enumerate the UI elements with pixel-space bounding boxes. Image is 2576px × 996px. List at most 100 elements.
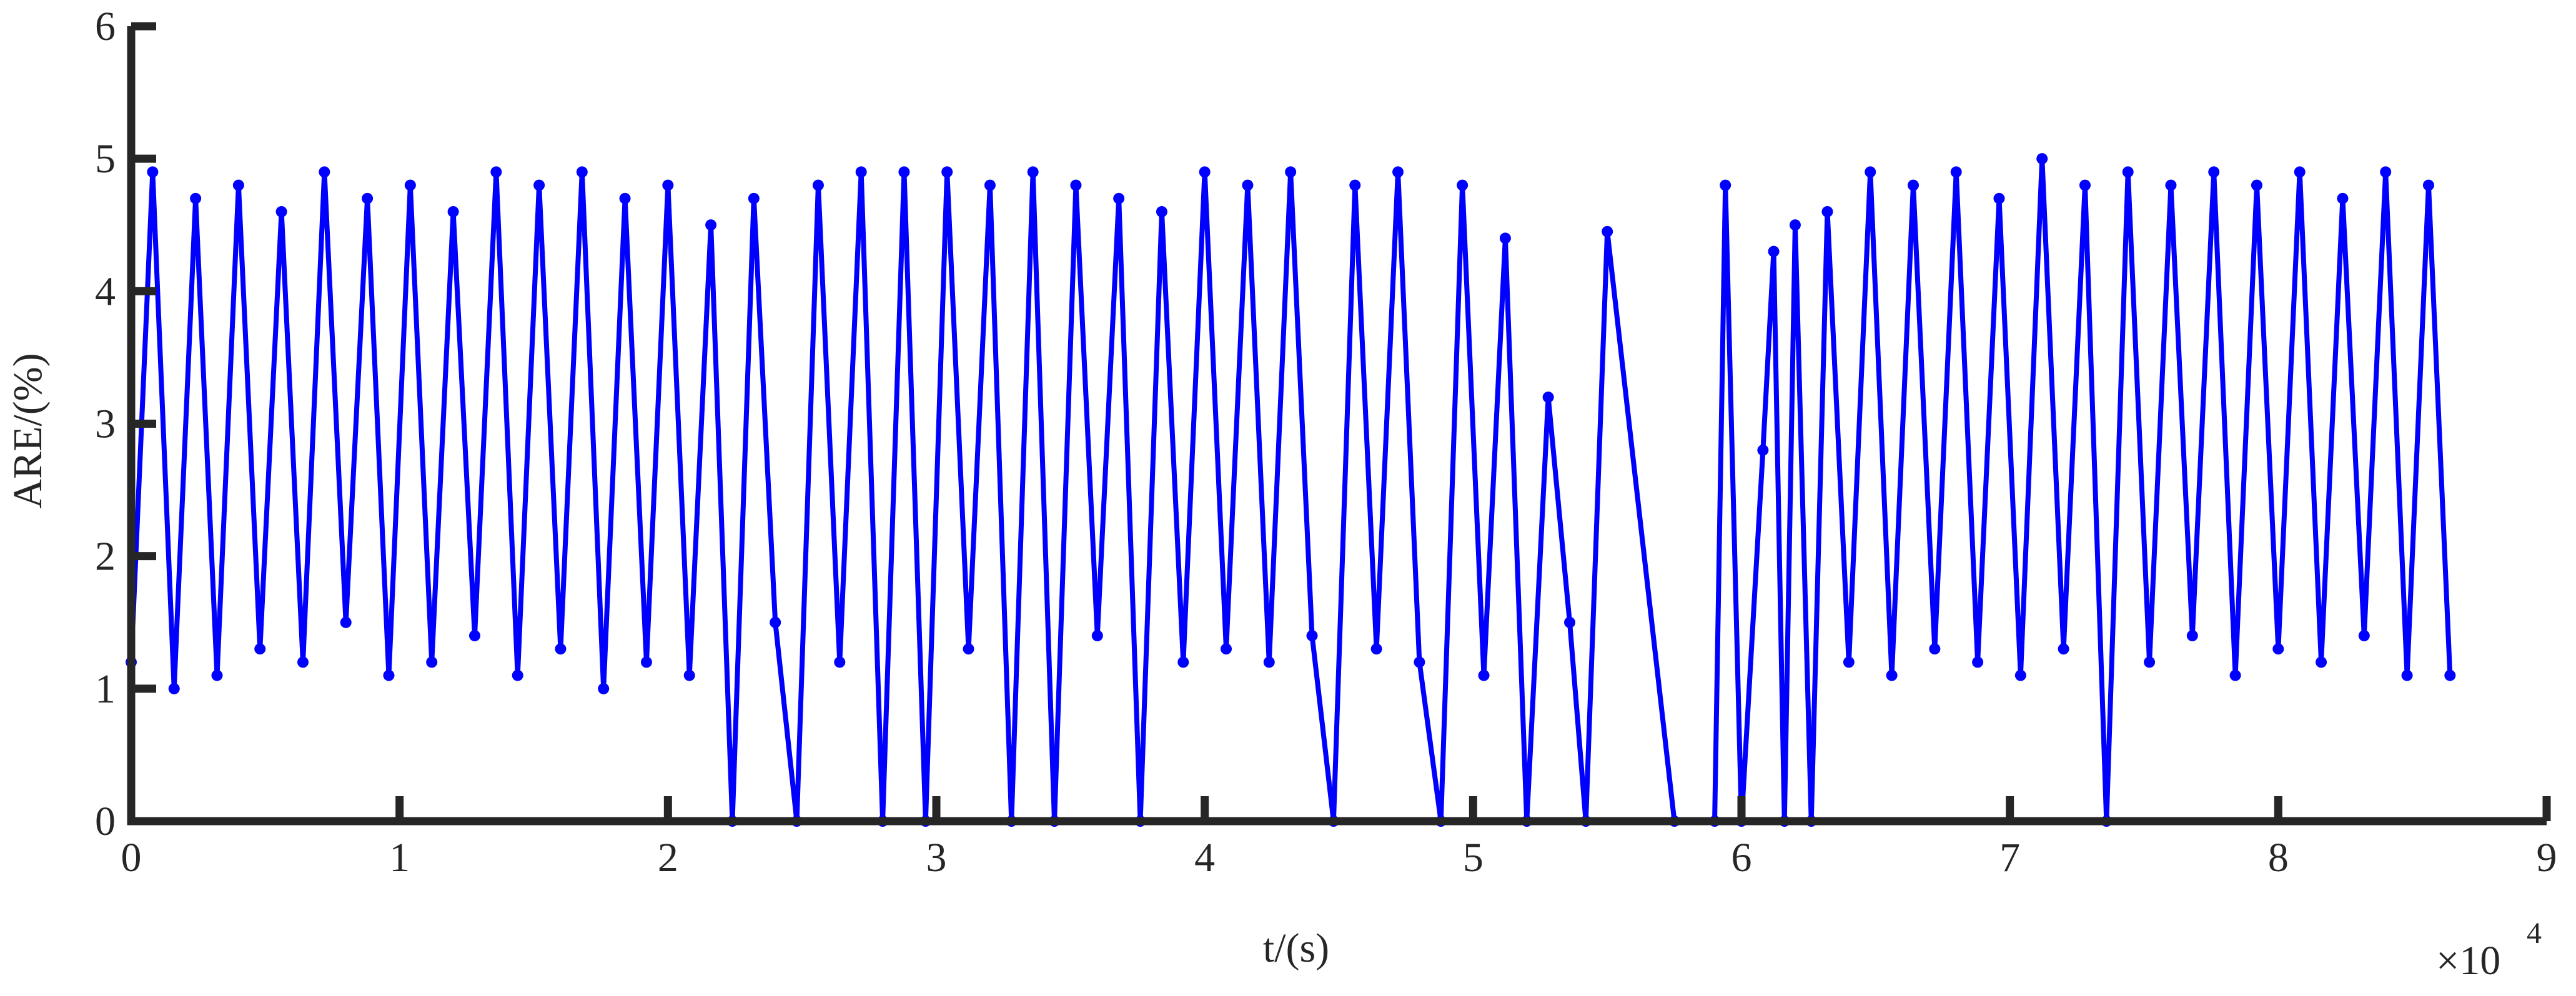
data-point xyxy=(1757,444,1769,456)
data-point xyxy=(1113,192,1125,204)
data-point xyxy=(1370,643,1382,655)
x-tick-label: 6 xyxy=(1731,835,1752,880)
x-tick-label: 4 xyxy=(1194,835,1215,880)
y-tick-label: 3 xyxy=(95,402,116,447)
data-point xyxy=(2186,629,2198,641)
data-point xyxy=(941,166,953,178)
data-point xyxy=(1221,643,1232,655)
data-point xyxy=(2014,669,2026,681)
data-point xyxy=(1263,656,1275,668)
data-point xyxy=(640,656,652,668)
y-tick-label: 6 xyxy=(95,4,116,49)
data-point xyxy=(2358,629,2370,641)
data-point xyxy=(2251,179,2262,191)
data-point xyxy=(619,192,631,204)
data-point xyxy=(490,166,502,178)
data-point xyxy=(2444,669,2456,681)
data-point xyxy=(898,166,910,178)
data-point xyxy=(275,206,287,218)
data-point xyxy=(1865,166,1876,178)
data-point xyxy=(533,179,545,191)
data-point xyxy=(468,629,480,641)
x-scale-exponent: 4 xyxy=(2527,917,2542,950)
data-line xyxy=(129,156,2453,824)
x-axis-label: t/(s) xyxy=(1263,925,1329,971)
data-point xyxy=(2316,656,2327,668)
data-point xyxy=(1242,179,1254,191)
y-tick-label: 1 xyxy=(95,666,116,712)
data-point xyxy=(2208,166,2220,178)
data-point xyxy=(211,669,223,681)
data-point xyxy=(362,192,374,204)
data-point xyxy=(383,669,395,681)
data-point xyxy=(1457,179,1469,191)
data-point xyxy=(555,643,567,655)
data-point xyxy=(1156,206,1167,218)
data-point xyxy=(1768,245,1780,257)
data-point xyxy=(297,656,309,668)
data-point xyxy=(1789,219,1801,231)
data-point xyxy=(190,192,202,204)
data-point xyxy=(683,669,695,681)
data-point xyxy=(2294,166,2306,178)
x-tick-label: 1 xyxy=(389,835,410,880)
data-point xyxy=(147,166,159,178)
x-tick-label: 2 xyxy=(658,835,678,880)
data-point xyxy=(1542,392,1554,403)
y-axis-label: ARE/(%) xyxy=(5,353,51,508)
data-point xyxy=(1199,166,1211,178)
y-tick-label: 2 xyxy=(95,534,116,579)
data-point xyxy=(1907,179,1919,191)
data-point xyxy=(512,669,523,681)
data-point xyxy=(1349,179,1361,191)
data-point xyxy=(2380,166,2392,178)
data-point xyxy=(1929,643,1941,655)
data-point xyxy=(2036,153,2048,165)
x-tick-label: 0 xyxy=(121,835,142,880)
y-tick-label: 5 xyxy=(95,136,116,182)
data-point xyxy=(2272,643,2284,655)
data-point xyxy=(963,643,974,655)
data-point xyxy=(598,683,610,694)
data-point xyxy=(2401,669,2413,681)
data-point xyxy=(1414,656,1425,668)
y-tick-label: 0 xyxy=(95,799,116,844)
x-tick-label: 9 xyxy=(2537,835,2557,880)
data-point xyxy=(705,219,717,231)
data-point xyxy=(770,616,781,628)
data-point xyxy=(168,683,180,694)
data-point xyxy=(1027,166,1039,178)
data-point xyxy=(1177,656,1189,668)
data-point xyxy=(2337,192,2349,204)
data-point xyxy=(1070,179,1082,191)
data-point xyxy=(2422,179,2434,191)
data-point xyxy=(1886,669,1898,681)
data-point xyxy=(1602,225,1613,237)
x-tick-label: 7 xyxy=(1999,835,2020,880)
data-point xyxy=(2229,669,2241,681)
data-point xyxy=(1285,166,1297,178)
data-point xyxy=(812,179,824,191)
data-point xyxy=(404,179,416,191)
data-point xyxy=(1564,616,1576,628)
data-point xyxy=(576,166,588,178)
data-point xyxy=(426,656,438,668)
data-point xyxy=(1091,629,1103,641)
data-point xyxy=(1306,629,1318,641)
x-tick-label: 3 xyxy=(926,835,947,880)
x-tick-label: 8 xyxy=(2268,835,2289,880)
data-point xyxy=(1950,166,1962,178)
data-point xyxy=(447,206,459,218)
data-point xyxy=(1499,232,1511,244)
data-point xyxy=(1720,179,1731,191)
data-point xyxy=(254,643,266,655)
data-point xyxy=(2165,179,2177,191)
data-point xyxy=(855,166,867,178)
data-point xyxy=(319,166,330,178)
data-point xyxy=(2058,643,2069,655)
x-scale-base: ×10 xyxy=(2436,938,2500,984)
data-point xyxy=(1478,669,1490,681)
data-point xyxy=(2144,656,2156,668)
